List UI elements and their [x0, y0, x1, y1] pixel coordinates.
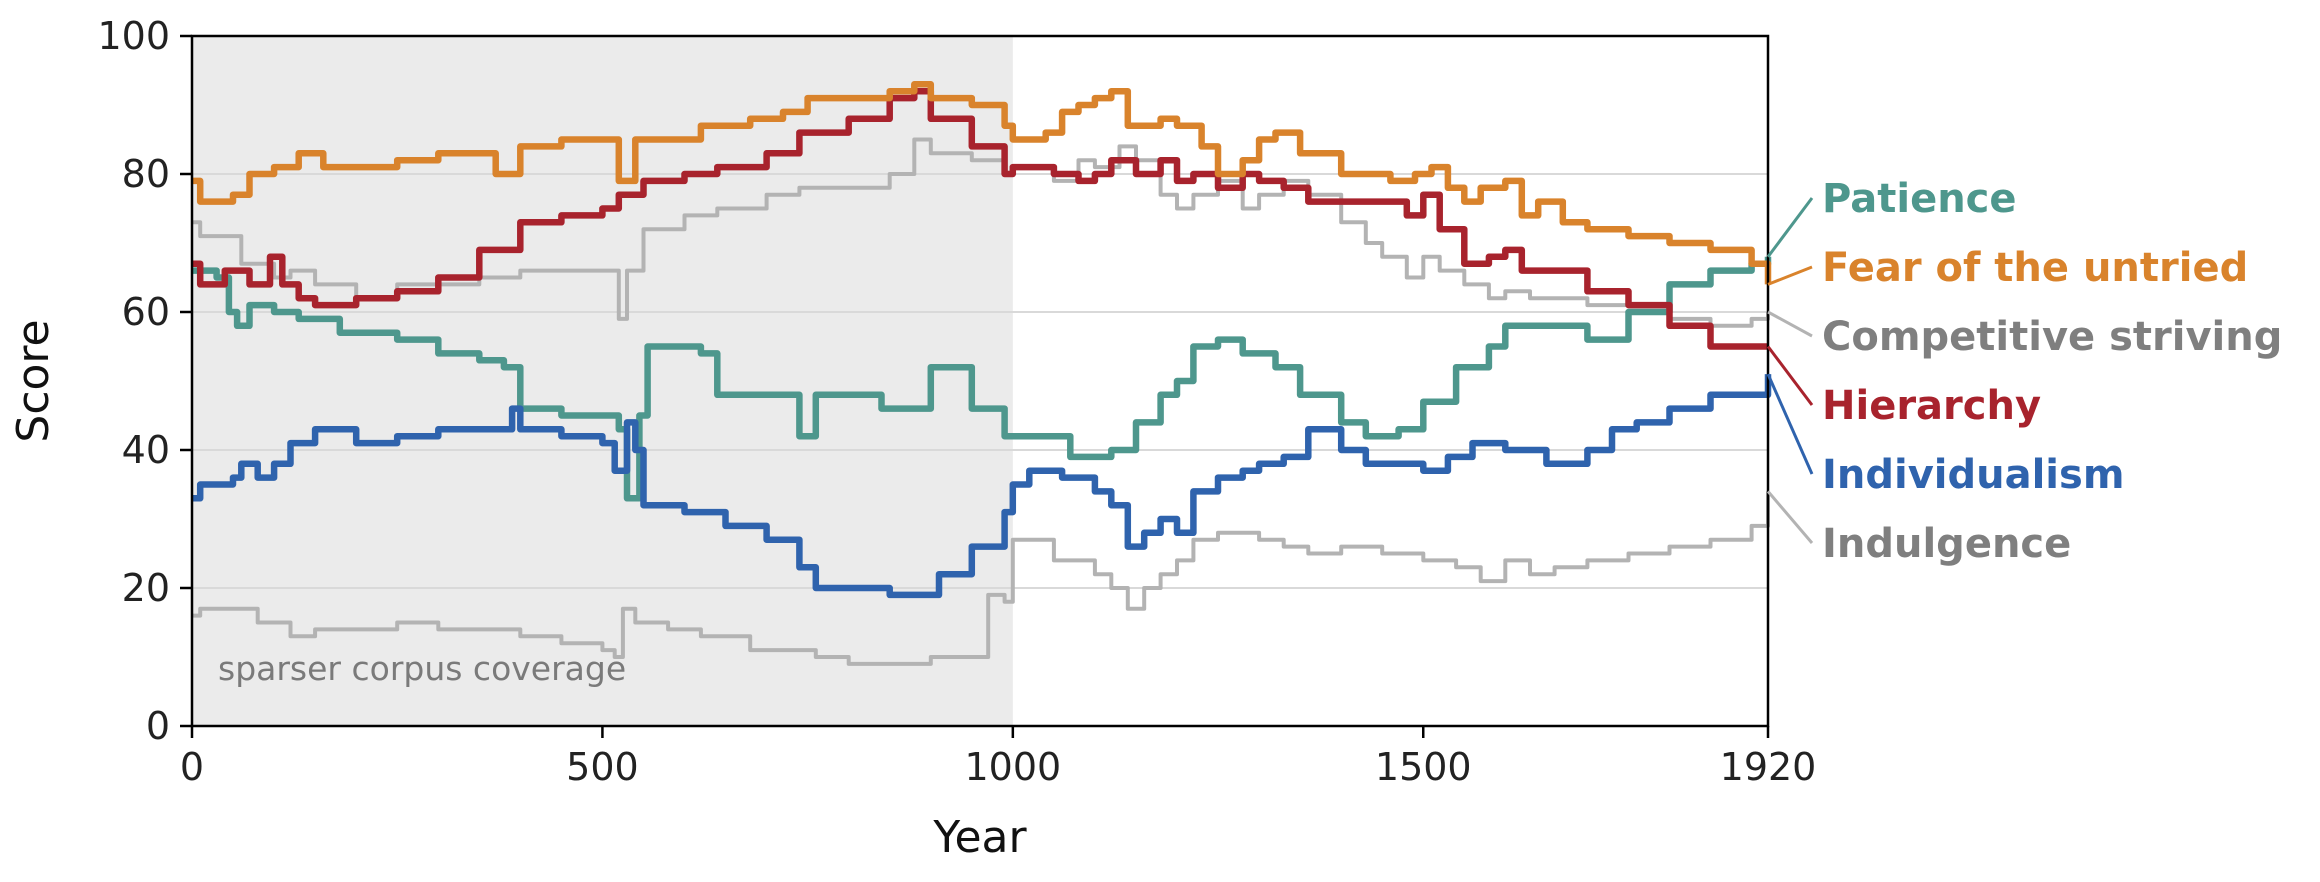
x-tick-label: 1000 — [964, 745, 1061, 789]
series-label-competitive-striving: Competitive striving — [1822, 314, 2282, 360]
x-tick-label: 1500 — [1375, 745, 1472, 789]
y-tick-label: 100 — [97, 14, 170, 58]
y-axis-title: Score — [8, 319, 59, 442]
series-labels: Patience Fear of the untried Competitive s… — [1766, 176, 2282, 567]
series-label-individualism: Individualism — [1822, 452, 2125, 498]
y-tick-label: 0 — [146, 704, 170, 748]
y-tick-label: 60 — [122, 290, 170, 334]
x-axis-title: Year — [932, 812, 1027, 863]
y-tick-label: 40 — [122, 428, 170, 472]
label-leader — [1766, 197, 1814, 258]
series-label-patience: Patience — [1822, 176, 2017, 222]
x-axis-ticks: 0 500 1000 1500 1920 — [180, 726, 1816, 789]
series-label-hierarchy: Hierarchy — [1822, 383, 2041, 429]
y-tick-label: 80 — [122, 152, 170, 196]
x-tick-label: 500 — [566, 745, 639, 789]
shaded-region — [192, 36, 1013, 726]
y-tick-label: 20 — [122, 566, 170, 610]
x-tick-label: 1920 — [1720, 745, 1817, 789]
plot-frame — [190, 34, 1770, 728]
label-leader — [1767, 265, 1813, 286]
series-line-hierarchy — [192, 87, 1768, 350]
label-leader — [1766, 345, 1814, 406]
series-line-fear-of-the-untried — [192, 81, 1772, 285]
series-line-patience — [192, 256, 1772, 502]
shaded-region-label: sparser corpus coverage — [218, 649, 626, 688]
label-leader — [1767, 310, 1813, 338]
series-lines — [192, 81, 1772, 666]
label-leader — [1766, 490, 1814, 544]
gridlines — [192, 173, 1768, 589]
y-axis-ticks: 0 20 40 60 80 100 — [97, 14, 192, 748]
label-leader — [1766, 373, 1814, 475]
series-label-indulgence: Indulgence — [1822, 521, 2071, 567]
series-line-individualism — [192, 374, 1772, 599]
series-label-fear-of-the-untried: Fear of the untried — [1822, 245, 2248, 291]
x-tick-label: 0 — [180, 745, 204, 789]
series-line-indulgence — [192, 491, 1770, 666]
